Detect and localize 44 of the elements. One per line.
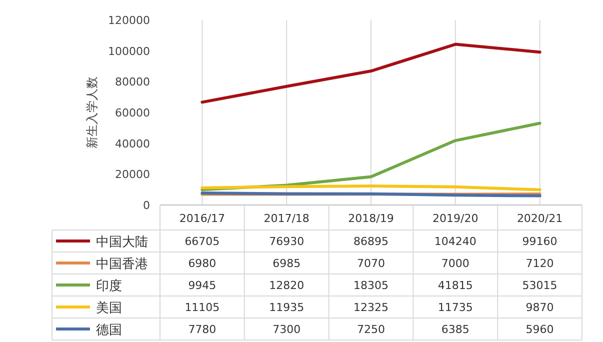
data-label: 7300	[272, 323, 301, 336]
legend-label: 中国香港	[96, 257, 148, 272]
y-tick-label: 120000	[108, 14, 150, 27]
data-label: 9945	[188, 279, 216, 292]
y-tick-label: 40000	[115, 137, 150, 150]
legend-label: 美国	[96, 300, 122, 316]
data-label: 41815	[438, 279, 473, 292]
data-label: 12820	[269, 279, 304, 292]
data-label: 6985	[272, 257, 301, 270]
data-label: 53015	[522, 279, 558, 292]
data-label: 76930	[269, 235, 304, 248]
data-label: 9870	[526, 301, 554, 314]
line-series	[200, 42, 542, 104]
data-label: 11105	[184, 301, 220, 314]
data-label: 7000	[441, 257, 470, 270]
x-tick-label: 2018/19	[348, 212, 394, 225]
data-label: 5960	[526, 323, 554, 336]
data-label: 12325	[354, 301, 388, 314]
x-tick-label: 2020/21	[516, 212, 563, 225]
y-axis-title: 新生入学人数	[85, 76, 99, 148]
data-label: 7780	[188, 323, 216, 336]
data-label: 7250	[357, 323, 385, 336]
data-label: 11735	[438, 301, 473, 314]
data-label: 6385	[441, 323, 470, 336]
y-tick-label: 0	[143, 199, 150, 212]
y-tick-label: 20000	[115, 168, 150, 182]
x-tick-label: 2019/20	[432, 212, 478, 225]
data-label: 66705	[184, 235, 220, 248]
data-label: 7120	[526, 257, 554, 270]
legend-label: 德国	[96, 323, 122, 338]
data-label: 86895	[354, 235, 388, 248]
data-label: 104240	[434, 235, 476, 248]
legend-label: 印度	[96, 278, 122, 294]
data-label: 18305	[354, 279, 388, 292]
data-label: 99160	[522, 235, 558, 248]
legend-label: 中国大陆	[96, 235, 148, 250]
y-tick-label: 100000	[108, 44, 150, 58]
x-tick-label: 2016/17	[179, 212, 226, 225]
data-label: 11935	[269, 301, 304, 314]
x-tick-label: 2017/18	[264, 212, 310, 225]
data-label: 7070	[357, 257, 385, 270]
data-label: 6980	[188, 257, 216, 270]
y-tick-label: 80000	[115, 76, 150, 89]
y-tick-label: 60000	[115, 106, 150, 120]
